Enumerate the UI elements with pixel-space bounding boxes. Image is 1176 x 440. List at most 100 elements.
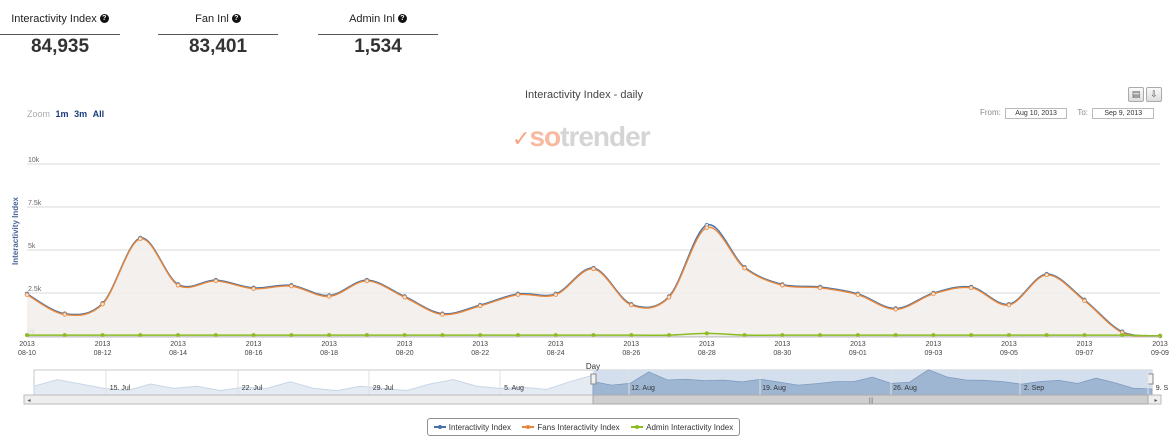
data-point[interactable] xyxy=(968,285,974,291)
x-tick-label: 09-03 xyxy=(924,350,942,357)
data-point[interactable] xyxy=(24,292,30,297)
print-button[interactable]: ▤ xyxy=(1128,87,1144,102)
data-point[interactable] xyxy=(931,333,936,338)
data-point[interactable] xyxy=(1006,333,1011,338)
data-point[interactable] xyxy=(818,333,823,338)
zoom-3m-button[interactable]: 3m xyxy=(74,109,88,119)
data-point[interactable] xyxy=(1044,333,1049,338)
data-point[interactable] xyxy=(629,333,634,338)
data-point[interactable] xyxy=(175,283,181,288)
kpi-label: Admin Inl xyxy=(349,13,395,25)
data-point[interactable] xyxy=(138,236,143,242)
data-point[interactable] xyxy=(138,333,143,338)
data-point[interactable] xyxy=(327,333,332,338)
help-icon[interactable]: ? xyxy=(397,14,407,23)
data-point[interactable] xyxy=(855,333,860,338)
data-point[interactable] xyxy=(289,283,294,289)
navigator[interactable]: Day 15. Jul 22. Jul 29. Jul 5. Aug 12. Aug 19.… xyxy=(23,362,1169,405)
data-point[interactable] xyxy=(289,333,294,338)
to-date-input[interactable]: Sep 9, 2013 xyxy=(1092,108,1155,119)
kpi-divider xyxy=(158,34,278,35)
data-point[interactable] xyxy=(667,333,672,338)
data-point[interactable] xyxy=(742,265,747,271)
x-tick-label: 09-01 xyxy=(849,350,867,357)
data-point[interactable] xyxy=(213,333,218,338)
zoom-1m-button[interactable]: 1m xyxy=(55,109,69,119)
data-point[interactable] xyxy=(969,333,974,338)
x-tick-label: 08-16 xyxy=(245,350,263,357)
data-point[interactable] xyxy=(478,333,483,338)
x-tick-label: 2013 xyxy=(170,341,186,348)
data-point[interactable] xyxy=(176,333,181,338)
data-point[interactable] xyxy=(251,286,256,291)
data-point[interactable] xyxy=(62,333,67,338)
data-point[interactable] xyxy=(364,333,369,338)
data-point[interactable] xyxy=(780,283,785,288)
x-tick-label: 09-05 xyxy=(1000,350,1018,357)
data-point[interactable] xyxy=(62,312,67,317)
data-point[interactable] xyxy=(515,333,520,338)
data-point[interactable] xyxy=(24,333,29,338)
data-point[interactable] xyxy=(402,333,407,338)
data-point[interactable] xyxy=(440,333,445,338)
scrollbar-thumb[interactable] xyxy=(592,394,1149,405)
navigator-label: 9. S xyxy=(1156,385,1169,392)
scroll-right-icon[interactable]: ▸ xyxy=(1154,398,1157,404)
data-point[interactable] xyxy=(893,307,898,312)
data-point[interactable] xyxy=(1044,272,1049,278)
scroll-left-icon[interactable]: ◂ xyxy=(27,398,30,404)
sotrender-logo: ✓sotrender xyxy=(512,121,651,152)
data-point[interactable] xyxy=(515,292,521,297)
data-point[interactable] xyxy=(591,266,596,272)
x-tick-label: 2013 xyxy=(397,341,413,348)
to-label: To: xyxy=(1077,108,1089,117)
x-tick-label: 08-10 xyxy=(18,350,36,357)
navigator-label: 19. Aug xyxy=(762,385,786,392)
data-point[interactable] xyxy=(100,333,105,338)
navigator-handle[interactable] xyxy=(1147,373,1154,385)
data-point[interactable] xyxy=(100,301,105,307)
data-point[interactable] xyxy=(553,333,558,338)
zoom-all-button[interactable]: All xyxy=(92,109,105,119)
data-point[interactable] xyxy=(817,285,823,291)
data-point[interactable] xyxy=(742,333,747,338)
data-point[interactable] xyxy=(1120,333,1125,338)
data-point[interactable] xyxy=(553,292,558,297)
x-tick-label: 2013 xyxy=(472,341,488,348)
data-point[interactable] xyxy=(402,295,407,300)
data-point[interactable] xyxy=(251,333,256,338)
data-point[interactable] xyxy=(931,291,936,297)
data-point[interactable] xyxy=(666,295,672,300)
data-point[interactable] xyxy=(780,333,785,338)
data-point[interactable] xyxy=(704,225,709,230)
data-point[interactable] xyxy=(1082,298,1087,303)
data-point[interactable] xyxy=(1006,302,1012,308)
data-point[interactable] xyxy=(440,312,445,317)
help-icon[interactable]: ? xyxy=(231,14,241,23)
x-tick-label: 2013 xyxy=(699,341,715,348)
x-tick-label: 2013 xyxy=(850,341,866,348)
x-tick-label: 2013 xyxy=(19,341,35,348)
data-point[interactable] xyxy=(704,331,709,336)
data-point[interactable] xyxy=(213,278,219,284)
legend-item-fans[interactable]: Fans Interactivity Index xyxy=(522,423,620,432)
data-point[interactable] xyxy=(629,302,634,308)
data-point[interactable] xyxy=(1082,333,1087,338)
data-point[interactable] xyxy=(893,333,898,338)
from-date-input[interactable]: Aug 10, 2013 xyxy=(1005,108,1068,119)
kpi-value: 83,401 xyxy=(188,36,248,57)
navigator-handle[interactable] xyxy=(590,373,597,385)
data-point[interactable] xyxy=(591,333,596,338)
download-button[interactable]: ⇩ xyxy=(1146,87,1162,102)
legend-item-admin[interactable]: Admin Interactivity Index xyxy=(631,423,733,432)
y-tick-label: 7.5k xyxy=(28,200,42,207)
printer-icon: ▤ xyxy=(1131,89,1141,99)
data-point[interactable] xyxy=(326,294,332,299)
data-point[interactable] xyxy=(855,292,861,297)
data-point[interactable] xyxy=(364,278,370,284)
legend-item-interactivity[interactable]: Interactivity Index xyxy=(433,423,511,432)
navigator-label: 2. Sep xyxy=(1024,385,1044,392)
navigator-label: 22. Jul xyxy=(242,385,263,392)
data-point[interactable] xyxy=(478,303,483,309)
help-icon[interactable]: ? xyxy=(99,14,109,23)
